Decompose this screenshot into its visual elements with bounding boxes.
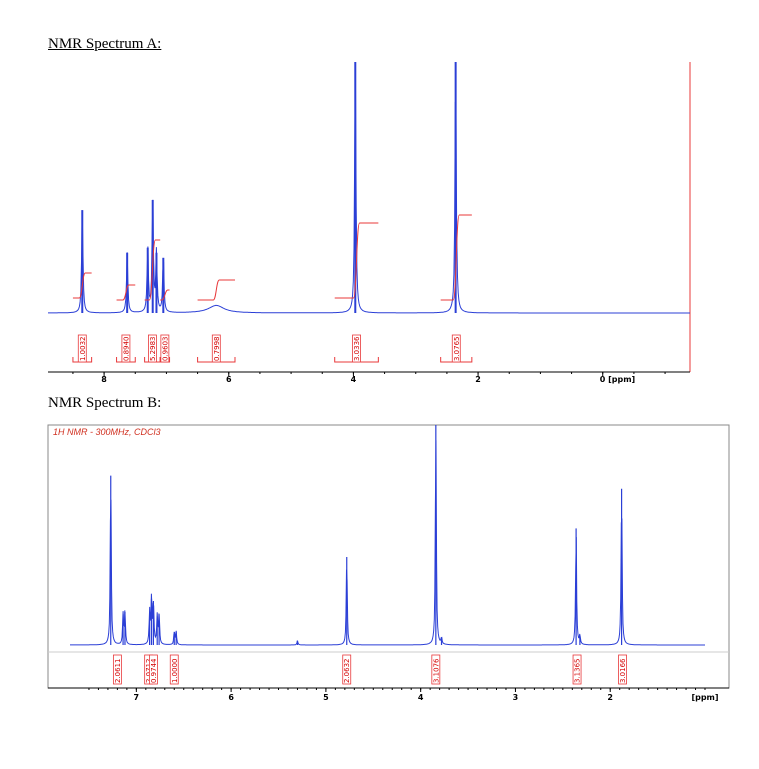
integral-value-label: 0.9744 bbox=[150, 658, 158, 683]
spectrum-b-tick-label: 4 bbox=[418, 693, 424, 702]
integral-curve bbox=[197, 279, 235, 301]
integral-label-box bbox=[169, 654, 179, 685]
integral-curve bbox=[144, 239, 161, 301]
integral-value-label: 2.0632 bbox=[343, 659, 351, 684]
spectrum-a-tick-label: 0 [ppm] bbox=[600, 375, 635, 384]
integral-value-label: 3.0765 bbox=[453, 337, 461, 362]
spectrum-b-subtitle: 1H NMR - 300MHz, CDCl3 bbox=[53, 427, 161, 437]
integral-curve bbox=[116, 284, 136, 301]
spectrum-a-tick-label: 2 bbox=[475, 375, 481, 384]
integral-curve bbox=[334, 222, 379, 299]
integral-label-box bbox=[160, 334, 170, 363]
spectrum-a-tick-label: 4 bbox=[351, 375, 357, 384]
integral-label-box bbox=[342, 654, 352, 685]
spectrum-a-trace bbox=[48, 72, 690, 314]
integral-label-box bbox=[572, 654, 582, 685]
spectrum-a-heading: NMR Spectrum A: bbox=[48, 36, 162, 52]
integral-label-box bbox=[431, 654, 441, 685]
spectrum-a-tick-label: 6 bbox=[226, 375, 232, 384]
integral-curve bbox=[160, 289, 170, 301]
spectrum-b-frame bbox=[47, 424, 730, 689]
integral-value-label: 0.8940 bbox=[122, 337, 130, 362]
integral-label-box bbox=[618, 654, 627, 685]
integral-label-box bbox=[352, 334, 361, 363]
integral-label-box bbox=[112, 654, 122, 685]
integral-value-label: 3.1365 bbox=[574, 659, 582, 684]
integral-value-label: 3.0336 bbox=[353, 336, 361, 361]
integral-curve bbox=[440, 214, 472, 301]
spectrum-a-tick-label: 8 bbox=[101, 375, 107, 384]
integral-value-label: 1.0032 bbox=[79, 337, 87, 362]
integral-label-box bbox=[121, 334, 131, 363]
integral-label-box bbox=[148, 334, 157, 363]
integral-value-label: 0.7998 bbox=[213, 337, 221, 362]
integral-label-box bbox=[77, 334, 87, 363]
spectrum-b-tick-label: 2 bbox=[607, 693, 613, 702]
integral-value-label: 5.2983 bbox=[149, 337, 157, 362]
spectrum-b-trace bbox=[70, 440, 705, 646]
integral-label-box bbox=[149, 654, 158, 685]
spectrum-b-heading: NMR Spectrum B: bbox=[48, 395, 162, 411]
integral-curve bbox=[72, 272, 92, 299]
spectrum-b-tick-label: [ppm] bbox=[691, 693, 718, 702]
spectrum-b-tick-label: 6 bbox=[228, 693, 234, 702]
integral-value-label: 3.1076 bbox=[432, 658, 440, 683]
integral-value-label: 0.9603 bbox=[161, 337, 169, 362]
integral-label-box bbox=[451, 334, 461, 363]
integral-value-label: 3.0166 bbox=[619, 658, 627, 683]
spectrum-b-tick-label: 3 bbox=[513, 693, 519, 702]
integral-label-box bbox=[211, 334, 221, 363]
spectrum-b-tick-label: 7 bbox=[134, 693, 140, 702]
integral-value-label: 1.0000 bbox=[171, 659, 179, 684]
integral-value-label: 2.0611 bbox=[114, 659, 122, 684]
spectrum-b-tick-label: 5 bbox=[323, 693, 329, 702]
